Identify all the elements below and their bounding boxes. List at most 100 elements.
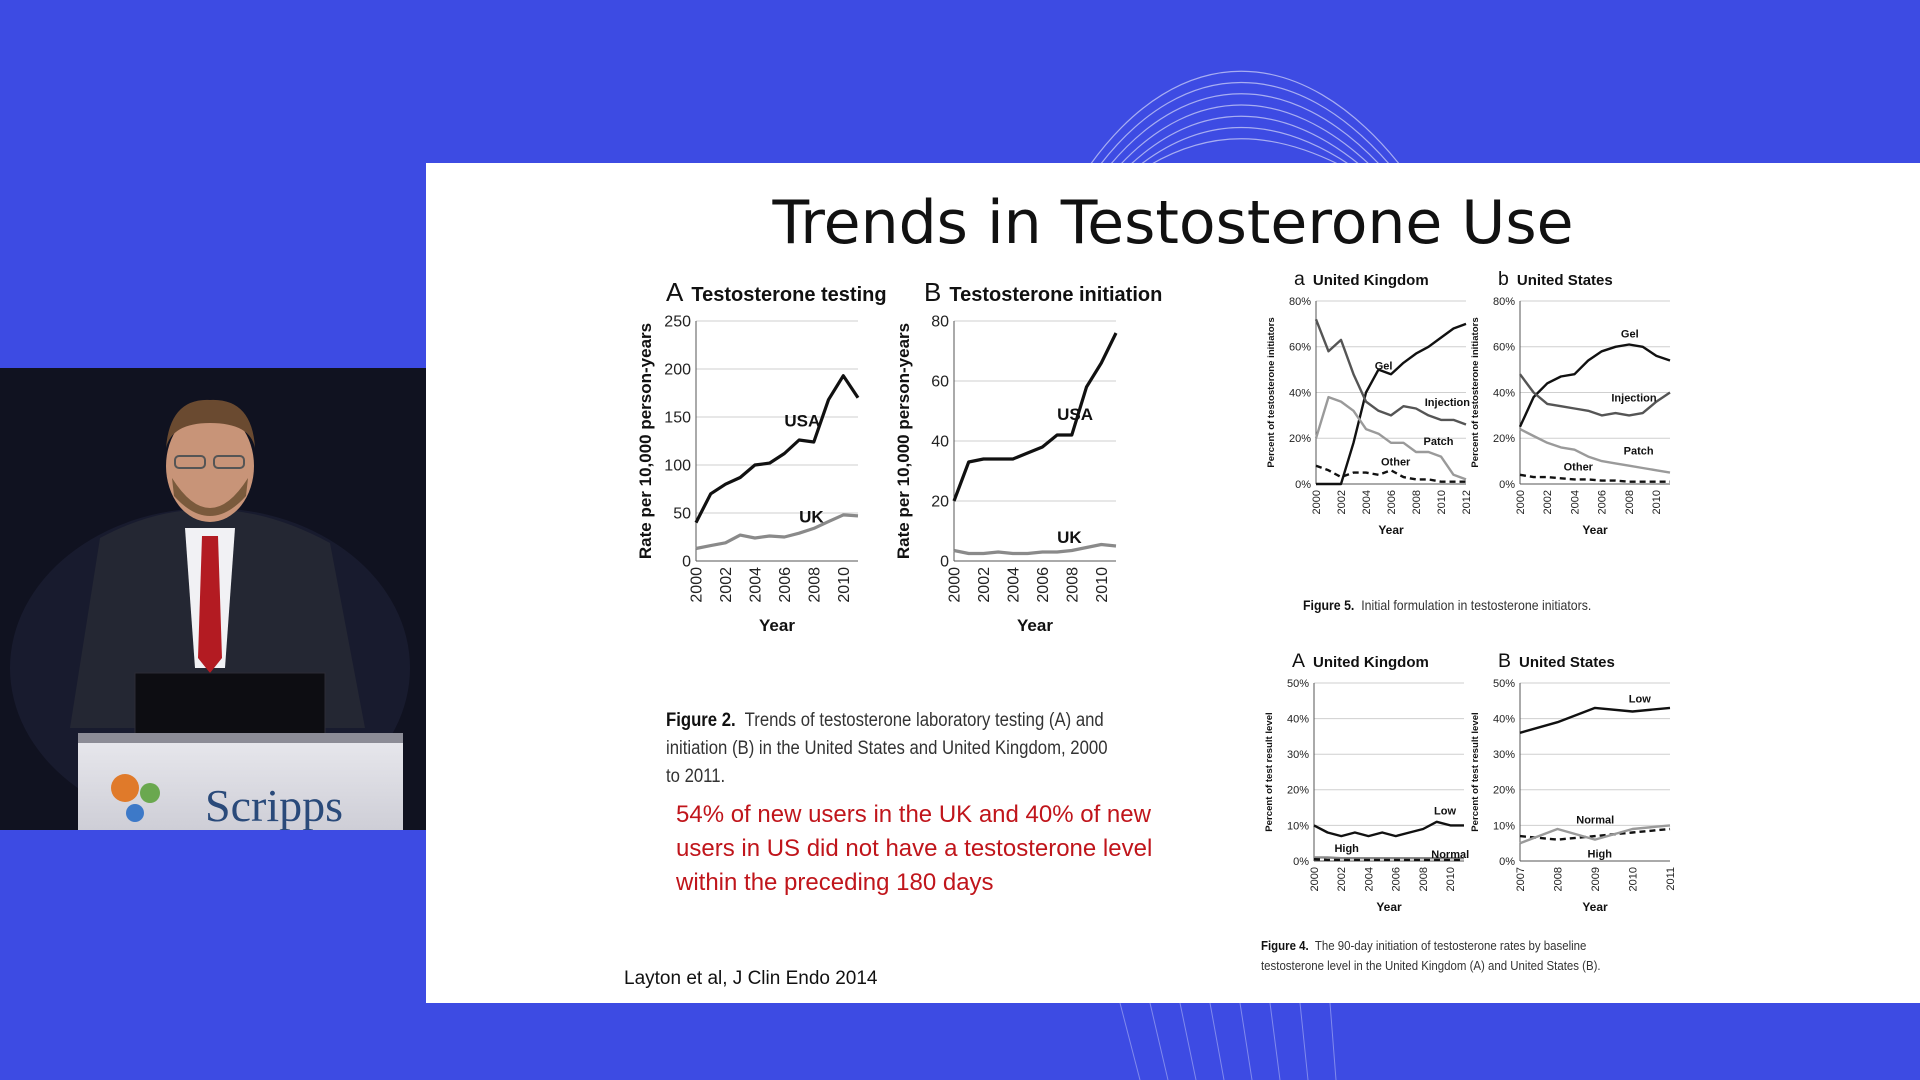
figure-5-caption-label: Figure 5.: [1303, 597, 1355, 613]
fig2a-xtick-label: 2000: [689, 567, 706, 603]
figure-2-caption: Figure 2. Trends of testosterone laborat…: [666, 707, 1124, 791]
fig4a-y-axis-label: Percent of test result level: [1264, 712, 1275, 831]
fig5b-xtick-label: 2002: [1542, 490, 1554, 514]
fig5a-series-patch-line: [1314, 395, 1467, 481]
fig5b-ytick-label: 60%: [1493, 342, 1515, 354]
fig2a-series-usa-line: [694, 374, 860, 524]
fig2b-x-axis-label: Year: [1017, 616, 1053, 635]
fig4b-ytick-label: 0%: [1499, 856, 1515, 868]
fig4b-ytick-label: 50%: [1493, 678, 1515, 690]
fig5a-xtick-label: 2006: [1386, 490, 1398, 514]
fig2b-xtick-label: 2000: [947, 567, 964, 603]
fig2a-ytick-label: 150: [664, 410, 691, 427]
fig5b-series-other-line: [1519, 473, 1670, 483]
slide-title: Trends in Testosterone Use: [772, 188, 1574, 258]
fig5b-ytick-label: 20%: [1493, 433, 1515, 445]
fig2b-ytick-label: 0: [940, 554, 949, 571]
chart-testosterone-testing: A Testosterone testing 0 50 100 150 200 250 2000…: [636, 277, 887, 635]
fig4a-xtick-label: 2002: [1336, 867, 1348, 891]
fig5a-xtick-label: 2008: [1411, 490, 1423, 514]
fig5a-xtick-label: 2010: [1436, 490, 1448, 514]
fig5b-ytick-label: 0%: [1499, 479, 1515, 491]
fig2a-xtick-label: 2004: [748, 567, 765, 603]
fig5b-series-patch-label: Patch: [1624, 445, 1654, 457]
fig2a-ytick-label: 100: [664, 458, 691, 475]
fig4b-ytick-label: 20%: [1493, 785, 1515, 797]
speaker-video: Scripps: [0, 368, 426, 830]
fig4b-series-low-label: Low: [1629, 694, 1651, 706]
fig2a-ytick-label: 50: [673, 506, 691, 523]
fig2b-y-axis-label: Rate per 10,000 person-years: [894, 323, 913, 559]
fig4a-x-axis-label: Year: [1376, 900, 1402, 914]
fig2b-ytick-label: 20: [931, 494, 949, 511]
fig5a-title-text: United Kingdom: [1313, 272, 1429, 289]
fig4a-ytick-label: 0%: [1293, 856, 1309, 868]
figure-4-caption-line2: testosterone level in the United Kingdom…: [1261, 958, 1601, 973]
fig2b-xtick-label: 2008: [1064, 567, 1081, 603]
fig2a-series-uk-label: UK: [799, 508, 824, 527]
fig2b-series-uk-line: [953, 542, 1117, 556]
fig5a-series-injection-line: [1314, 318, 1467, 426]
fig4a-series-high-line: [1314, 856, 1464, 860]
fig4a-xtick-label: 2008: [1418, 867, 1430, 891]
figure-4-caption-label: Figure 4.: [1261, 938, 1309, 953]
fig4a-xtick-label: 2000: [1309, 867, 1321, 891]
fig4a-ytick-label: 30%: [1287, 749, 1309, 761]
fig4a-ytick-label: 40%: [1287, 713, 1309, 725]
fig4b-y-axis-label: Percent of test result level: [1470, 712, 1481, 831]
fig2a-x-axis-label: Year: [759, 616, 795, 635]
fig5b-x-axis-label: Year: [1582, 523, 1608, 537]
fig5a-ytick-label: 40%: [1289, 387, 1311, 399]
fig5a-ytick-label: 60%: [1289, 342, 1311, 354]
figure-4-caption-line1: The 90-day initiation of testosterone ra…: [1314, 938, 1587, 953]
figure-4-caption: Figure 4. The 90-day initiation of testo…: [1261, 936, 1601, 976]
fig5a-xtick-label: 2004: [1361, 490, 1373, 514]
fig2a-ytick-label: 200: [664, 362, 691, 379]
fig4b-xtick-label: 2008: [1552, 867, 1564, 891]
fig4a-xtick-label: 2006: [1391, 867, 1403, 891]
fig5b-title-text: United States: [1517, 272, 1613, 289]
citation: Layton et al, J Clin Endo 2014: [624, 968, 878, 989]
fig5b-xtick-label: 2000: [1515, 490, 1527, 514]
fig4b-ytick-label: 10%: [1493, 820, 1515, 832]
fig4b-series-high-label: High: [1588, 848, 1613, 860]
fig5b-series-injection-line: [1519, 373, 1671, 417]
fig5b-xtick-label: 2008: [1624, 490, 1636, 514]
fig4b-xtick-label: 2009: [1590, 867, 1602, 891]
fig5a-series-patch-label: Patch: [1424, 436, 1454, 448]
fig5b-xtick-label: 2006: [1597, 490, 1609, 514]
fig5b-series-injection-label: Injection: [1611, 393, 1657, 405]
presentation-slide: Trends in Testosterone Use A Testosterone…: [426, 163, 1920, 1003]
fig5b-ytick-label: 80%: [1493, 296, 1515, 308]
fig2a-xtick-label: 2006: [777, 567, 794, 603]
fig4a-ytick-label: 10%: [1287, 820, 1309, 832]
fig2a-xtick-label: 2002: [718, 567, 735, 603]
fig4a-series-low-line: [1313, 820, 1464, 838]
fig5b-xtick-label: 2010: [1651, 490, 1663, 514]
fig4b-ytick-label: 40%: [1493, 713, 1515, 725]
fig2b-title: B Testosterone initiation: [924, 277, 1162, 307]
fig2b-series-usa-line: [952, 332, 1118, 502]
fig4b-series-normal-line: [1519, 827, 1671, 841]
figure-5-caption: Figure 5. Initial formulation in testost…: [1303, 597, 1591, 613]
chart-testosterone-initiation: B Testosterone initiation 0 20 40 60 80 2000 200…: [894, 277, 1162, 635]
fig5b-xtick-label: 2004: [1569, 490, 1581, 514]
fig4b-x-axis-label: Year: [1582, 900, 1608, 914]
fig5a-ytick-label: 0%: [1295, 479, 1311, 491]
chart-formulation-us: b United States 0% 20% 40% 60% 80% 2000 2002 2004…: [1470, 268, 1671, 537]
fig4b-series-normal-label: Normal: [1576, 815, 1614, 827]
chart-test-level-uk: A United Kingdom 0% 10% 20% 30% 40% 50% 2000 2002…: [1264, 650, 1469, 914]
fig4a-series-normal-label: Normal: [1431, 849, 1469, 861]
fig4a-series-normal-line: [1313, 858, 1464, 862]
fig2b-ytick-label: 40: [931, 434, 949, 451]
fig5b-title: b United States: [1498, 268, 1613, 290]
fig5b-series-patch-line: [1519, 428, 1671, 474]
fig4a-series-low-label: Low: [1434, 806, 1456, 818]
fig4b-xtick-label: 2010: [1627, 867, 1639, 891]
fig5a-ytick-label: 20%: [1289, 433, 1311, 445]
fig2a-xtick-label: 2008: [806, 567, 823, 603]
fig2a-y-axis-label: Rate per 10,000 person-years: [636, 323, 655, 559]
fig5a-series-injection-label: Injection: [1425, 397, 1471, 409]
fig4b-panel-letter: B: [1498, 650, 1511, 672]
